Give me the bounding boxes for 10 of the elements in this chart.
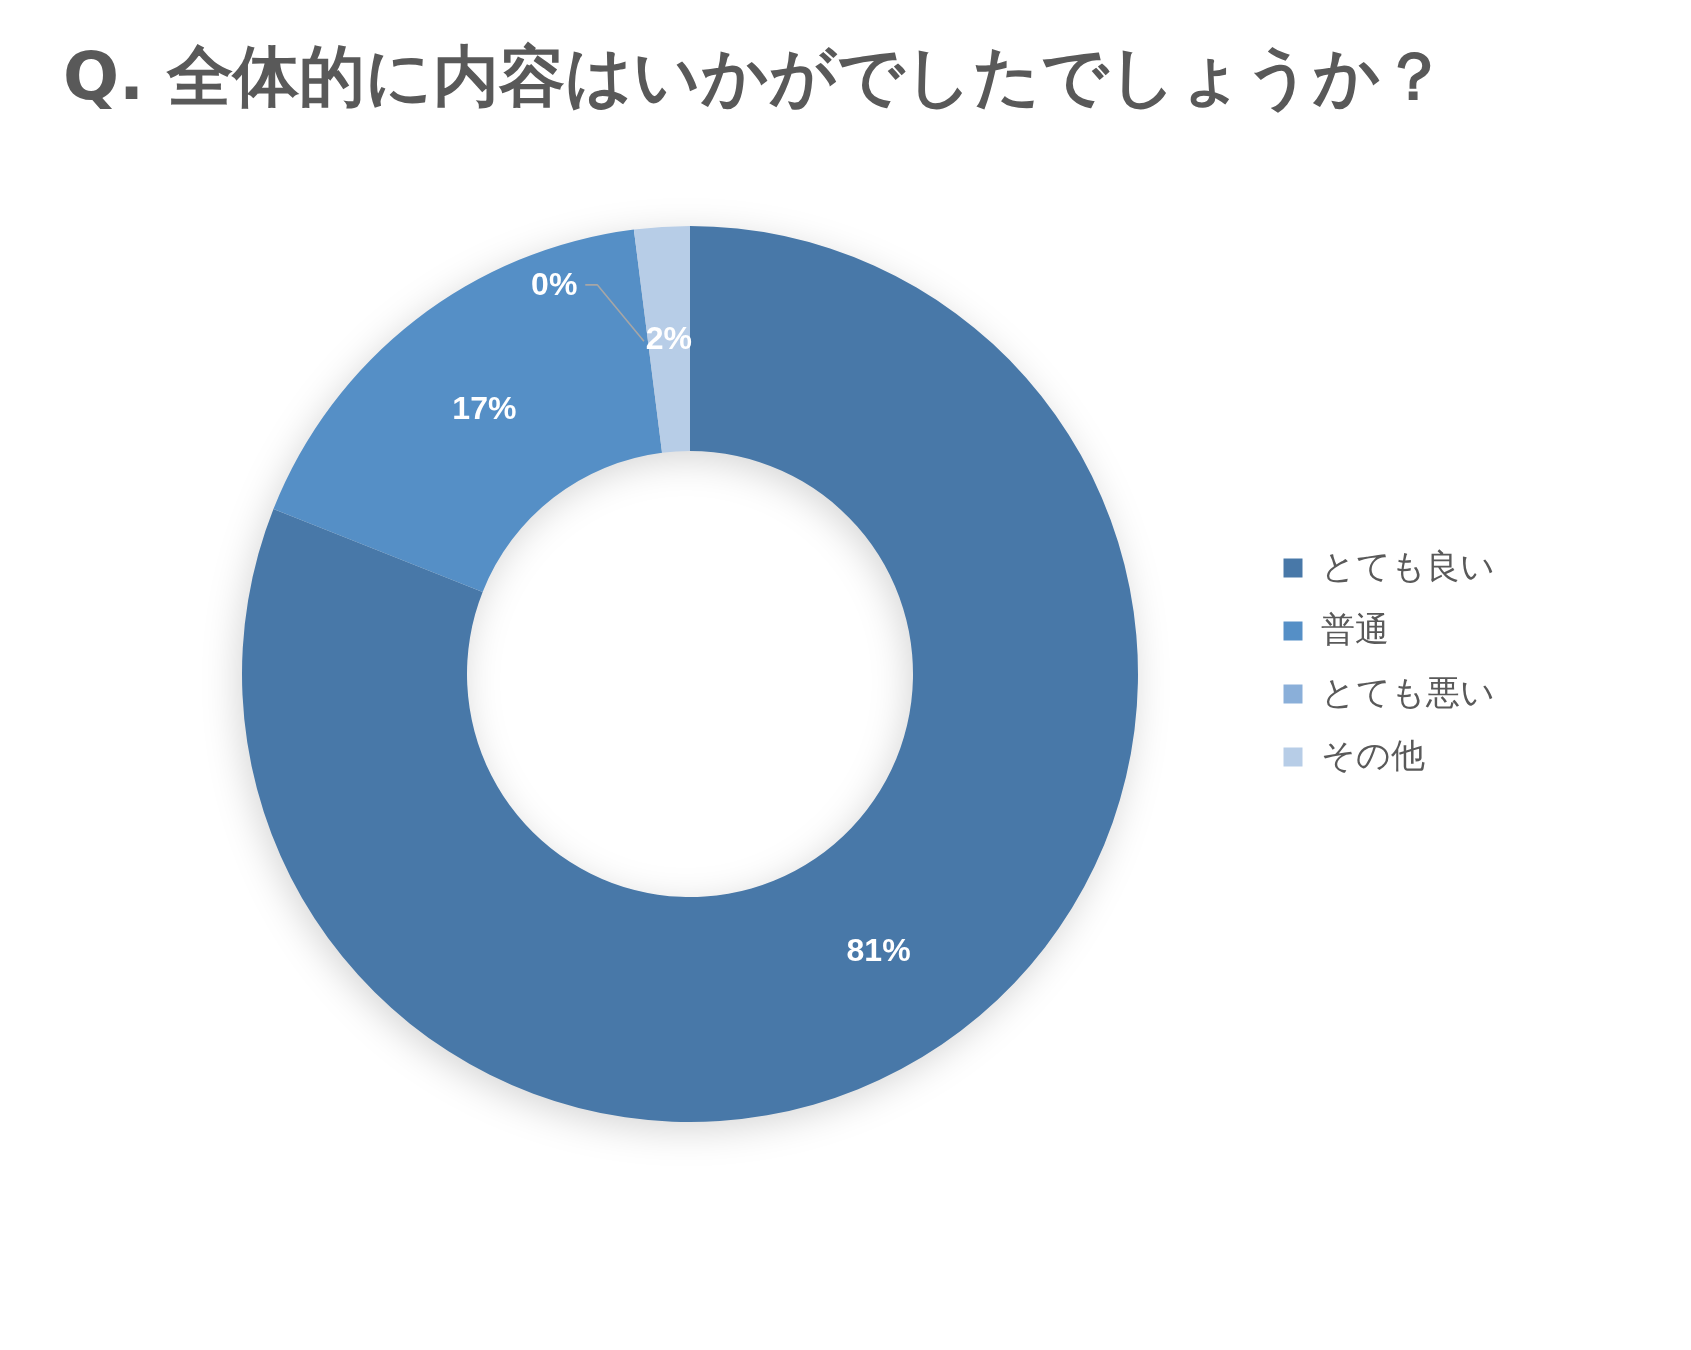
donut-slice: [633, 226, 690, 453]
legend-label: その他: [1321, 735, 1425, 775]
legend-label: とても良い: [1321, 546, 1495, 586]
chart-title: Q. 全体的に内容はいかがでしたでしょうか？: [63, 38, 1448, 115]
data-label: 81%: [846, 932, 911, 969]
legend-label: 普通: [1321, 609, 1389, 649]
text: 0%: [531, 265, 578, 302]
donut-slice: [242, 226, 1138, 1122]
legend-label: とても悪い: [1321, 672, 1495, 712]
data-label: 17%: [452, 389, 517, 426]
